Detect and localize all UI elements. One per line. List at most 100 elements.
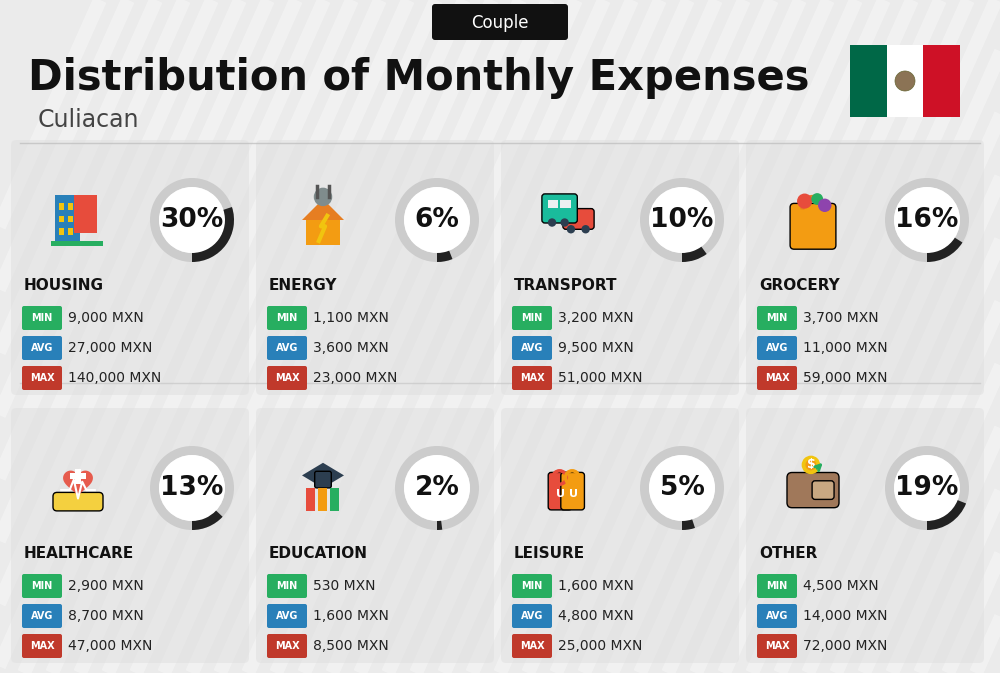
Text: HEALTHCARE: HEALTHCARE <box>24 546 134 561</box>
FancyBboxPatch shape <box>757 574 797 598</box>
FancyBboxPatch shape <box>267 604 307 628</box>
Text: AVG: AVG <box>521 611 543 621</box>
Wedge shape <box>150 178 234 262</box>
Text: MIN: MIN <box>276 313 298 323</box>
Text: GROCERY: GROCERY <box>759 277 840 293</box>
Bar <box>68 216 73 222</box>
FancyBboxPatch shape <box>548 472 572 510</box>
FancyBboxPatch shape <box>757 366 797 390</box>
Circle shape <box>894 455 960 521</box>
Text: MIN: MIN <box>31 313 53 323</box>
Bar <box>74 194 97 233</box>
FancyBboxPatch shape <box>757 336 797 360</box>
Polygon shape <box>302 463 344 488</box>
Text: 9,500 MXN: 9,500 MXN <box>558 341 634 355</box>
Wedge shape <box>150 446 234 530</box>
Bar <box>330 488 339 511</box>
Circle shape <box>649 455 715 521</box>
Text: AVG: AVG <box>31 343 53 353</box>
Text: AVG: AVG <box>521 343 543 353</box>
Circle shape <box>314 188 332 206</box>
Text: 3,700 MXN: 3,700 MXN <box>803 311 879 325</box>
Text: AVG: AVG <box>31 611 53 621</box>
Text: 59,000 MXN: 59,000 MXN <box>803 371 888 385</box>
Text: MAX: MAX <box>30 373 54 383</box>
Text: MIN: MIN <box>766 313 788 323</box>
Text: U: U <box>556 489 565 499</box>
Text: 47,000 MXN: 47,000 MXN <box>68 639 152 653</box>
Text: 4,500 MXN: 4,500 MXN <box>803 579 879 593</box>
Bar <box>51 241 103 246</box>
Bar <box>306 220 340 245</box>
Bar <box>70 473 86 479</box>
Text: 3,200 MXN: 3,200 MXN <box>558 311 634 325</box>
Text: 2,900 MXN: 2,900 MXN <box>68 579 144 593</box>
Text: AVG: AVG <box>766 611 788 621</box>
FancyBboxPatch shape <box>267 634 307 658</box>
FancyBboxPatch shape <box>256 140 494 395</box>
Circle shape <box>797 194 812 209</box>
Bar <box>59 203 64 209</box>
Text: MAX: MAX <box>520 641 544 651</box>
Bar <box>923 45 960 117</box>
Bar <box>68 228 73 235</box>
Wedge shape <box>640 178 724 262</box>
Text: 13%: 13% <box>160 475 224 501</box>
Text: 8,500 MXN: 8,500 MXN <box>313 639 389 653</box>
Text: 30%: 30% <box>160 207 224 233</box>
Text: 23,000 MXN: 23,000 MXN <box>313 371 397 385</box>
Text: HOUSING: HOUSING <box>24 277 104 293</box>
FancyBboxPatch shape <box>561 472 584 510</box>
Text: TRANSPORT: TRANSPORT <box>514 277 618 293</box>
Circle shape <box>811 193 823 205</box>
FancyBboxPatch shape <box>812 481 834 499</box>
Text: Couple: Couple <box>471 14 529 32</box>
Circle shape <box>560 218 569 227</box>
Text: ENERGY: ENERGY <box>269 277 338 293</box>
Text: 51,000 MXN: 51,000 MXN <box>558 371 642 385</box>
Circle shape <box>818 199 831 212</box>
Text: AVG: AVG <box>276 343 298 353</box>
Bar <box>306 488 315 511</box>
FancyBboxPatch shape <box>315 471 331 488</box>
Text: MAX: MAX <box>765 641 789 651</box>
Text: 72,000 MXN: 72,000 MXN <box>803 639 887 653</box>
FancyBboxPatch shape <box>790 203 836 249</box>
Text: U: U <box>569 489 578 499</box>
Bar <box>75 469 81 484</box>
Wedge shape <box>437 521 442 530</box>
Text: AVG: AVG <box>276 611 298 621</box>
Text: EDUCATION: EDUCATION <box>269 546 368 561</box>
Circle shape <box>159 187 225 253</box>
FancyBboxPatch shape <box>22 366 62 390</box>
Text: 5%: 5% <box>660 475 704 501</box>
Text: 14,000 MXN: 14,000 MXN <box>803 609 888 623</box>
Text: MAX: MAX <box>275 641 299 651</box>
Circle shape <box>805 460 816 470</box>
Text: Culiacan: Culiacan <box>38 108 140 132</box>
Bar <box>68 203 73 209</box>
Wedge shape <box>885 178 969 262</box>
FancyBboxPatch shape <box>501 408 739 663</box>
Wedge shape <box>927 238 962 262</box>
Wedge shape <box>192 207 234 262</box>
Text: 140,000 MXN: 140,000 MXN <box>68 371 161 385</box>
Text: LEISURE: LEISURE <box>514 546 585 561</box>
FancyBboxPatch shape <box>22 604 62 628</box>
Text: 11,000 MXN: 11,000 MXN <box>803 341 888 355</box>
Text: AVG: AVG <box>766 343 788 353</box>
Text: 9,000 MXN: 9,000 MXN <box>68 311 144 325</box>
FancyBboxPatch shape <box>757 306 797 330</box>
Text: MIN: MIN <box>31 581 53 591</box>
Wedge shape <box>682 247 707 262</box>
Text: MIN: MIN <box>521 581 543 591</box>
FancyBboxPatch shape <box>542 194 577 223</box>
FancyBboxPatch shape <box>53 493 103 511</box>
FancyBboxPatch shape <box>512 634 552 658</box>
Text: 10%: 10% <box>650 207 714 233</box>
Polygon shape <box>302 199 344 220</box>
Text: MIN: MIN <box>766 581 788 591</box>
Wedge shape <box>192 511 223 530</box>
FancyBboxPatch shape <box>22 306 62 330</box>
Text: 1,600 MXN: 1,600 MXN <box>313 609 389 623</box>
